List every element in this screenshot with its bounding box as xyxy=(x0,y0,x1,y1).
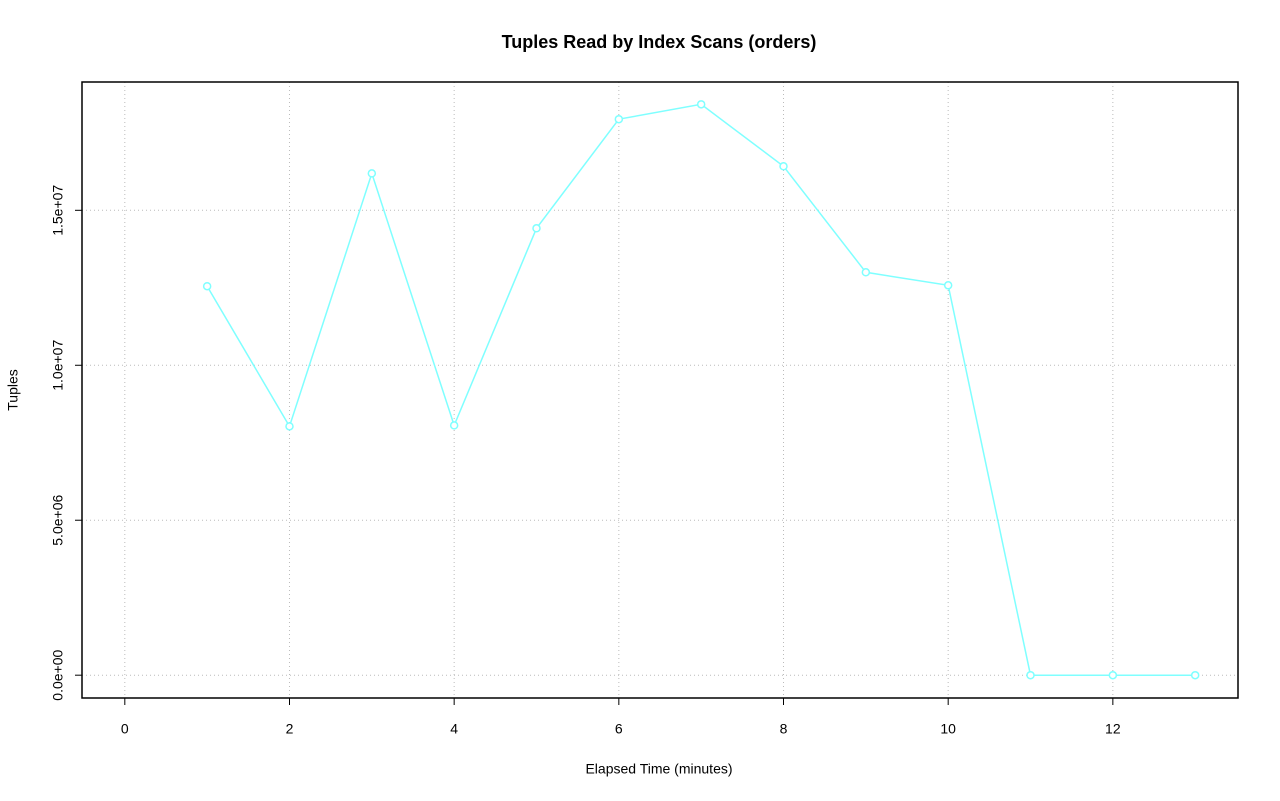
data-point xyxy=(285,422,294,431)
x-tick-label: 12 xyxy=(1105,721,1121,737)
y-axis-label: Tuples xyxy=(5,369,21,411)
data-point xyxy=(861,268,871,277)
data-point xyxy=(1026,670,1035,680)
data-point xyxy=(1190,670,1200,680)
data-point xyxy=(614,114,624,124)
data-point xyxy=(367,169,377,178)
y-tick-label: 5.0e+06 xyxy=(50,495,66,546)
plot-frame xyxy=(81,81,1239,699)
x-tick-label: 10 xyxy=(940,721,956,737)
data-point xyxy=(532,224,541,233)
x-tick-label: 8 xyxy=(780,721,788,737)
data-point xyxy=(943,281,953,290)
x-tick-label: 0 xyxy=(121,721,129,737)
data-point xyxy=(202,281,212,291)
data-point xyxy=(779,162,788,171)
chart-title: Tuples Read by Index Scans (orders) xyxy=(502,32,817,52)
y-tick-label: 1.0e+07 xyxy=(50,340,66,391)
x-tick-label: 4 xyxy=(450,721,458,737)
data-point xyxy=(449,421,459,430)
y-tick-label: 0.0e+00 xyxy=(50,649,66,700)
data-point xyxy=(696,100,706,109)
x-axis-label: Elapsed Time (minutes) xyxy=(585,761,732,777)
data-point xyxy=(1108,670,1118,680)
x-tick-label: 6 xyxy=(615,721,623,737)
y-tick-label: 1.5e+07 xyxy=(50,185,66,236)
x-tick-label: 2 xyxy=(286,721,294,737)
